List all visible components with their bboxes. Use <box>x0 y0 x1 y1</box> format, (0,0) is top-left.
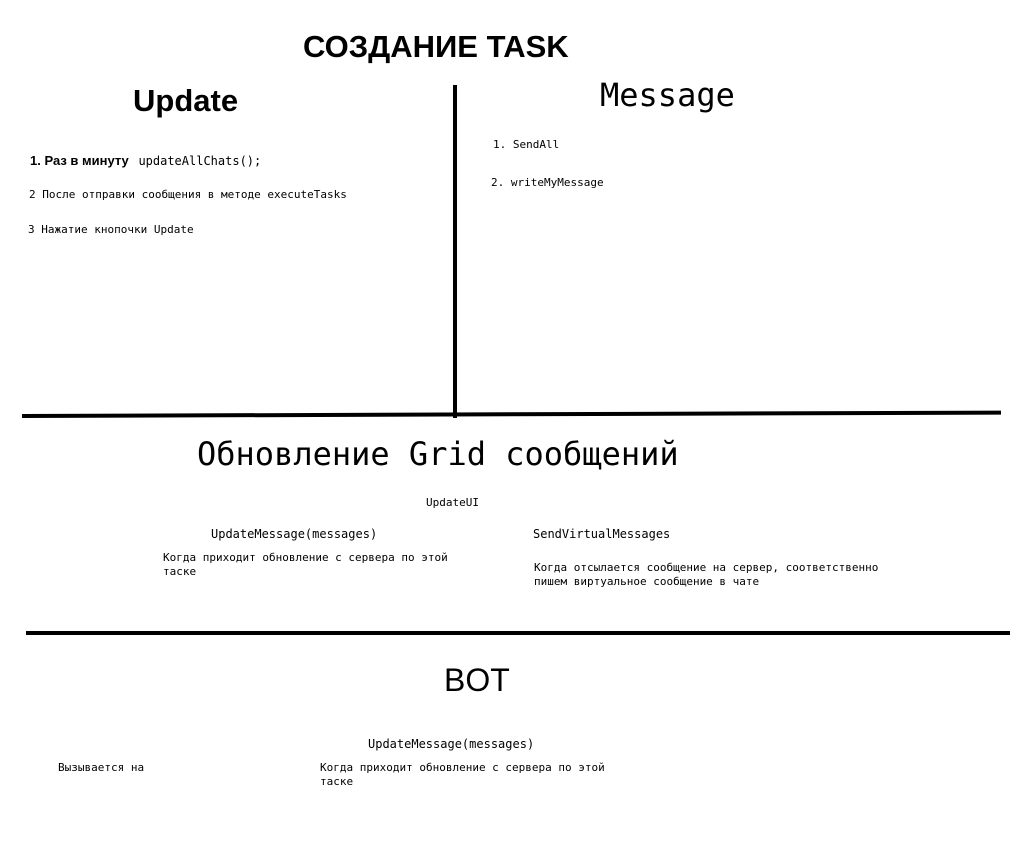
grid-right-desc-line-2: пишем виртуальное сообщение в чате <box>534 575 760 588</box>
bot-desc-line-2: таске <box>320 775 354 788</box>
grid-heading: Обновление Grid сообщений <box>197 435 679 473</box>
grid-left-desc-line-2: таске <box>163 565 197 578</box>
bot-heading: BOT <box>444 662 510 698</box>
update-item-1-code: updateAllChats(); <box>138 154 262 168</box>
message-heading: Message <box>600 76 735 114</box>
bot-method: UpdateMessage(messages) <box>368 737 535 751</box>
update-item-1-label: 1. Раз в минуту <box>30 153 129 168</box>
horizontal-divider-top <box>21 410 1002 418</box>
grid-right-desc-line-1: Когда отсылается сообщение на сервер, со… <box>534 561 879 574</box>
vertical-divider <box>453 85 457 418</box>
update-item-2: 2 После отправки сообщения в методе exec… <box>29 188 347 201</box>
grid-left-desc-line-1: Когда приходит обновление с сервера по э… <box>163 551 448 564</box>
grid-right-method: SendVirtualMessages <box>533 527 671 541</box>
update-item-1: 1. Раз в минуту updateAllChats(); <box>30 152 261 169</box>
grid-update-ui: UpdateUI <box>426 496 479 509</box>
horizontal-divider-bottom <box>26 631 1010 635</box>
grid-left-method: UpdateMessage(messages) <box>211 527 378 541</box>
message-item-2: 2. writeMyMessage <box>491 176 604 189</box>
bot-called-on: Вызывается на <box>58 761 145 774</box>
message-item-1: 1. SendAll <box>493 138 560 151</box>
update-item-3: 3 Нажатие кнопочки Update <box>28 223 194 236</box>
update-heading: Update <box>133 83 239 118</box>
page-title: СОЗДАНИЕ TASK <box>303 29 569 64</box>
bot-desc-line-1: Когда приходит обновление с сервера по э… <box>320 761 605 774</box>
